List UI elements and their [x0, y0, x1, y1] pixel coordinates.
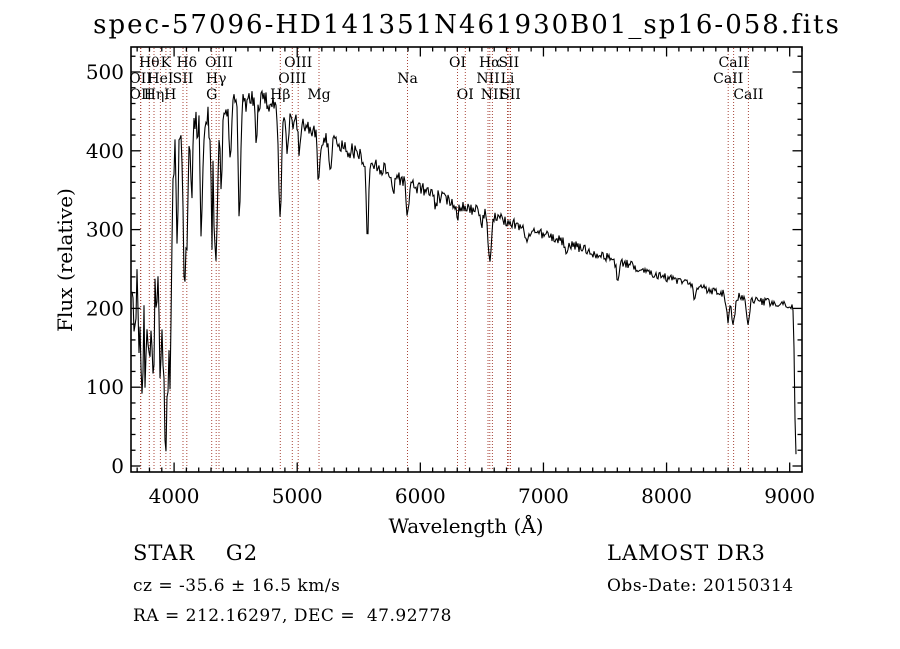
x-axis-title: Wavelength (Å) — [388, 513, 543, 538]
spectral-line-label: Hδ — [176, 55, 197, 71]
spectral-line-label: CaII — [733, 87, 763, 103]
obs-date: Obs-Date: 20150314 — [607, 576, 794, 596]
spectral-line-label: OIII — [205, 55, 233, 71]
y-tick-label: 200 — [86, 296, 124, 320]
y-axis-title: Flux (relative) — [53, 188, 77, 332]
plot-frame — [130, 46, 803, 473]
spectrum-trace-group — [131, 89, 797, 455]
y-tick-label: 0 — [111, 454, 124, 478]
spectral-line-label: Hη — [144, 87, 165, 103]
spectral-line-label: SII — [500, 87, 521, 103]
spectral-line-label: OII — [130, 87, 153, 103]
ra-dec-value: RA = 212.16297, DEC = 47.92778 — [133, 606, 452, 626]
y-tick-label: 500 — [86, 60, 124, 84]
spectral-line-markers-group — [140, 48, 749, 471]
spectral-line-label: Hα — [479, 55, 501, 71]
spectral-line-label: NII — [481, 87, 504, 103]
spectral-line-label: SII — [173, 71, 194, 87]
spectral-line-label: OII — [129, 71, 152, 87]
y-tick-label: 300 — [86, 218, 124, 242]
spectral-line-label: Li — [501, 71, 515, 87]
x-tick-label: 9000 — [764, 484, 815, 508]
spectral-line-label: CaII — [719, 55, 749, 71]
y-tick-label: 400 — [86, 139, 124, 163]
spectral-line-label: HeI — [147, 71, 173, 87]
x-tick-label: 5000 — [272, 484, 323, 508]
spectral-line-label: H — [164, 87, 176, 103]
survey-label: LAMOST DR3 — [607, 541, 766, 565]
spectral-line-label: SII — [498, 55, 519, 71]
spectral-line-label: OI — [449, 55, 466, 71]
classification-label: STAR G2 — [133, 541, 258, 565]
spectral-line-label: NII — [476, 71, 499, 87]
spectral-line-labels-group: OIIOIIHθHηHeIKHSIIHδGHγOIIIHβOIIIOIIIMgN… — [129, 55, 763, 103]
spectral-line-label: Hβ — [270, 87, 290, 103]
axes-frame-group — [130, 46, 803, 473]
spectral-line-label: Na — [397, 71, 418, 87]
x-tick-label: 8000 — [641, 484, 692, 508]
tick-labels-group: 4000 5000 6000 7000 8000 9000 0 100 200 300 400 500 — [86, 60, 815, 508]
x-tick-label: 7000 — [518, 484, 569, 508]
x-tick-label: 4000 — [149, 484, 200, 508]
spectrum-trace — [131, 89, 797, 455]
spectral-line-label: OIII — [284, 55, 312, 71]
spectral-line-label: CaII — [713, 71, 743, 87]
x-tick-label: 6000 — [395, 484, 446, 508]
spectral-line-label: G — [206, 87, 217, 103]
spectral-line-label: Hθ — [139, 55, 160, 71]
spectral-line-label: Hγ — [206, 71, 227, 87]
spectral-line-label: Mg — [307, 87, 330, 103]
y-tick-label: 100 — [86, 375, 124, 399]
spectral-line-label: OI — [457, 87, 474, 103]
spectral-line-label: OIII — [278, 71, 306, 87]
cz-value: cz = -35.6 ± 16.5 km/s — [133, 576, 340, 596]
spectral-line-label: K — [161, 55, 172, 71]
plot-title: spec-57096-HD141351N461930B01_sp16-058.f… — [93, 10, 841, 40]
